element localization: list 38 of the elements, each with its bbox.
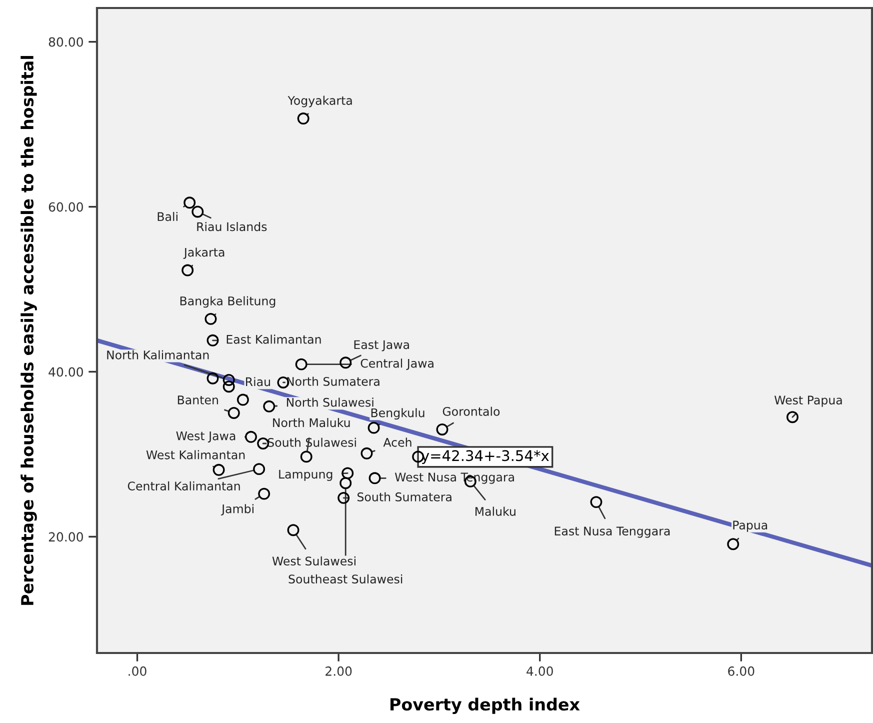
annotation: Maluku	[476, 506, 516, 516]
annotation: Bangka Belitung	[180, 296, 276, 308]
y-tick-label: 60.00	[48, 202, 83, 212]
x-axis-title: Poverty depth index	[390, 698, 580, 714]
annotation: West Jawa	[176, 432, 236, 443]
x-tick-label: 4.00	[526, 666, 553, 676]
x-tick-label: 2.00	[326, 666, 352, 676]
annotation: Jakarta	[183, 248, 224, 259]
annotation: West Kalimantan	[146, 450, 245, 460]
annotation: East Jawa	[354, 340, 409, 352]
annotation: North Sulawesi	[286, 398, 374, 407]
annotation: Yogyakarta	[288, 96, 352, 108]
annotation: Southeast Sulawesi	[288, 574, 402, 584]
annotation: Lampung	[279, 470, 332, 481]
annotation: West Papua	[774, 396, 842, 407]
x-tick-label: .00	[128, 666, 146, 676]
annotation: West Sulawesi	[272, 556, 356, 566]
y-tick-label: 40.00	[48, 367, 83, 377]
annotation: East Nusa Tenggara	[554, 526, 670, 538]
y-axis-title: Percentage of households easily accessible to the hospital	[20, 56, 37, 605]
annotation: East Kalimantan	[226, 334, 321, 344]
annotation: Bengkulu	[371, 408, 424, 420]
y-tick-label: 80.00	[48, 37, 83, 47]
y-tick-label: 20.00	[48, 532, 83, 542]
annotation: Riau	[246, 377, 270, 386]
annotation: North Kalimantan	[107, 350, 209, 360]
x-tick-label: 6.00	[728, 666, 754, 676]
annotation: South Sumatera	[357, 492, 452, 502]
annotation: Central Jawa	[360, 358, 434, 370]
annotation: Papua	[733, 520, 768, 532]
annotation: Jambi	[220, 504, 254, 516]
annotation: Banten	[178, 396, 218, 404]
annotation: Bali	[158, 212, 178, 222]
annotation: North Maluku	[273, 418, 350, 428]
annotation: Aceh	[383, 438, 412, 447]
annotation: Central Kalimantan	[128, 481, 240, 490]
annotation: Riau Islands	[197, 222, 267, 232]
annotation: Gorontalo	[442, 406, 500, 416]
